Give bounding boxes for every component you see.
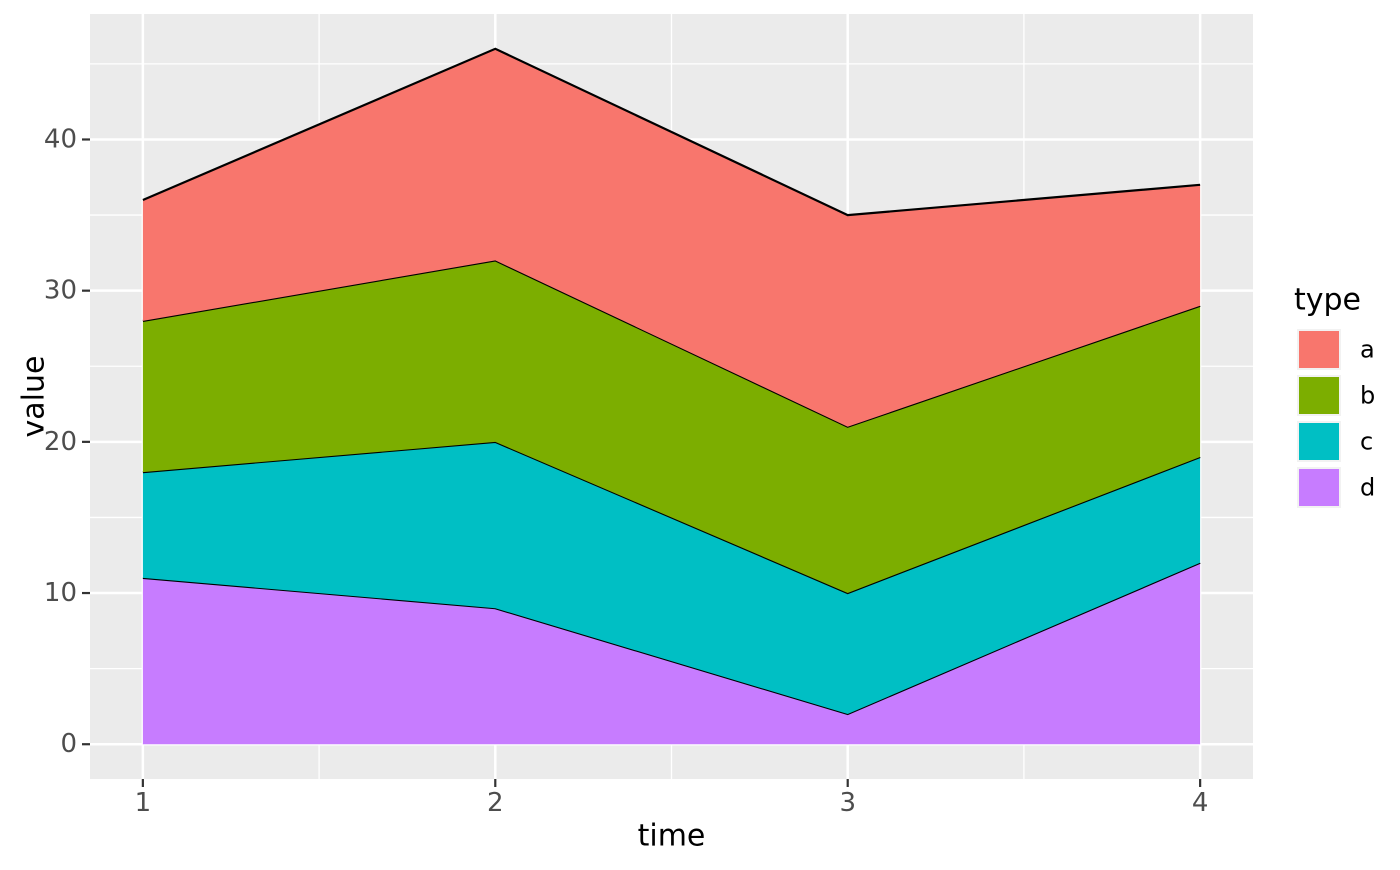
- area-outline-a: [142, 47, 1201, 217]
- legend-key-fill-b: [1299, 377, 1339, 414]
- x-tick-label: 3: [839, 788, 856, 818]
- y-axis-title: value: [17, 356, 52, 438]
- legend-key-fill-d: [1299, 469, 1339, 506]
- y-tick-label: 0: [60, 729, 77, 759]
- x-axis-title: time: [638, 819, 706, 854]
- legend-key-fill-a: [1299, 331, 1339, 368]
- legend-label-d: d: [1360, 474, 1375, 502]
- legend-title: type: [1294, 283, 1361, 318]
- y-tick-label: 10: [44, 578, 77, 608]
- x-tick-label: 4: [1192, 788, 1209, 818]
- legend-label-b: b: [1360, 382, 1375, 410]
- legend-key-fill-c: [1299, 423, 1339, 460]
- y-tick-label: 40: [44, 124, 77, 154]
- area-a: [142, 48, 1201, 427]
- y-tick-label: 30: [44, 276, 77, 306]
- area-c: [142, 441, 1201, 714]
- area-d: [142, 562, 1201, 745]
- legend-label-a: a: [1360, 336, 1375, 364]
- x-tick-label: 1: [135, 788, 152, 818]
- legend-label-c: c: [1360, 428, 1373, 456]
- x-tick-label: 2: [487, 788, 504, 818]
- area-b: [142, 260, 1201, 593]
- y-tick-label: 20: [44, 427, 77, 457]
